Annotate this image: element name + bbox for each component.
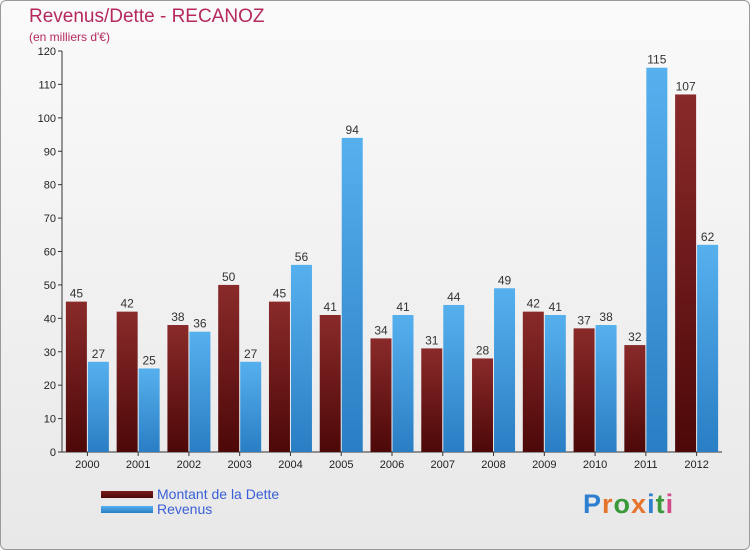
proxiti-logo: Proxiti [583,489,674,520]
x-tick-label: 2000 [75,459,99,471]
x-tick-label: 2002 [177,459,201,471]
logo-letter: o [613,489,632,519]
x-tick-label: 2007 [431,459,455,471]
bar-revenus [697,244,719,452]
data-label-dette: 50 [222,270,236,284]
data-label-revenus: 41 [549,300,563,314]
bar-revenus [290,264,312,452]
y-tick-label: 30 [44,347,56,359]
bar-dette [522,311,544,452]
data-label-revenus: 36 [193,317,207,331]
x-tick-label: 2005 [329,459,353,471]
bar-dette [421,348,443,452]
data-label-dette: 34 [374,323,388,337]
logo-letter: x [631,489,648,519]
logo-letter: r [602,489,614,519]
data-label-dette: 37 [577,313,591,327]
data-label-revenus: 27 [244,347,258,361]
bar-dette [573,328,595,452]
chart-subtitle: (en milliers d'€) [29,30,110,44]
bar-revenus [443,304,465,452]
legend-label-revenus: Revenus [157,501,213,517]
x-tick-label: 2012 [684,459,708,471]
data-label-revenus: 41 [396,300,410,314]
bar-revenus [494,288,516,452]
data-label-dette: 28 [476,343,490,357]
bar-revenus [87,361,109,452]
data-label-dette: 38 [171,310,185,324]
logo-letter: t [655,489,666,519]
x-tick-label: 2006 [380,459,404,471]
y-tick-label: 20 [44,380,56,392]
labels-layer: 45 27 42 25 38 36 50 27 45 56 41 94 34 41 31 44 28 49 42 41… [70,53,715,368]
y-tick-label: 50 [44,280,56,292]
bar-dette [268,301,290,452]
bars-layer [65,67,719,453]
data-label-dette: 42 [527,297,541,311]
bar-revenus [544,314,566,452]
x-tick-label: 2008 [481,459,505,471]
legend-swatch-dette [101,491,153,498]
bar-dette [116,311,138,452]
bar-revenus [595,325,617,452]
bar-dette [624,345,646,452]
x-tick-label: 2004 [278,459,302,471]
data-label-dette: 32 [628,330,642,344]
data-label-revenus: 56 [295,250,309,264]
chart-title: Revenus/Dette - RECANOZ [29,6,265,27]
y-tick-label: 60 [44,247,56,259]
x-tick-label: 2003 [227,459,251,471]
y-tick-label: 90 [44,146,56,158]
y-tick-label: 0 [50,447,56,459]
bar-dette [167,325,189,452]
x-tick-label: 2010 [583,459,607,471]
bar-revenus [240,361,262,452]
bar-revenus [392,314,414,452]
data-label-dette: 45 [273,287,287,301]
data-label-revenus: 25 [142,353,156,367]
bar-dette [675,94,697,453]
y-tick-label: 100 [38,113,56,125]
bar-revenus [341,137,363,452]
bar-dette [65,301,87,452]
logo-letter: i [647,489,656,519]
bar-dette [472,358,494,452]
data-label-revenus: 27 [92,347,106,361]
legend-label-dette: Montant de la Dette [157,486,280,502]
logo-letter: i [665,489,675,519]
data-label-dette: 45 [70,287,84,301]
x-tick-label: 2001 [126,459,150,471]
data-label-revenus: 94 [346,123,360,137]
bar-dette [370,338,392,452]
bar-revenus [138,368,160,452]
y-tick-label: 80 [44,180,56,192]
bar-dette [218,284,240,452]
data-label-dette: 107 [676,79,696,93]
y-tick-label: 10 [44,414,56,426]
data-label-revenus: 115 [647,53,666,67]
bar-dette [319,314,341,452]
data-label-revenus: 62 [701,230,715,244]
logo-letter: P [583,489,603,519]
data-label-revenus: 38 [599,310,613,324]
x-tick-label: 2011 [634,459,658,471]
data-label-dette: 41 [324,300,338,314]
data-label-dette: 42 [120,297,134,311]
y-tick-label: 110 [38,79,56,91]
legend-swatch-revenus [101,506,153,513]
data-label-revenus: 44 [447,290,461,304]
data-label-dette: 31 [425,333,439,347]
y-tick-label: 70 [44,213,56,225]
data-label-revenus: 49 [498,273,512,287]
x-tick-label: 2009 [532,459,556,471]
bar-revenus [646,67,668,452]
y-tick-label: 40 [44,313,56,325]
bar-revenus [189,331,211,452]
y-tick-label: 120 [38,46,56,58]
